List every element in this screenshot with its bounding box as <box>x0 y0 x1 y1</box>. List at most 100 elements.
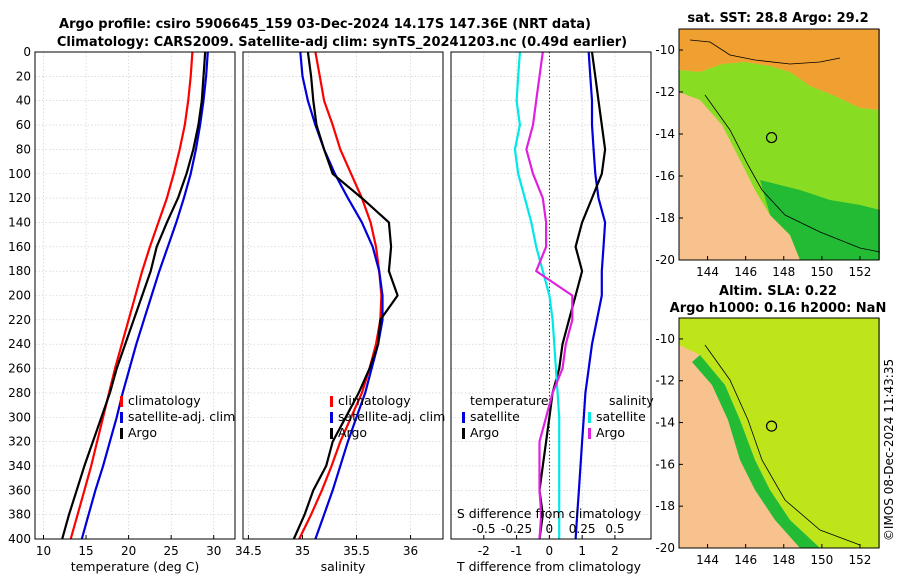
map-lat-tick-label: -10 <box>655 332 675 346</box>
x-tick-label: 0 <box>546 544 554 558</box>
map-lon-tick-label: 152 <box>848 265 871 279</box>
difference-legend-s-argo: Argo <box>596 425 625 440</box>
temperature-legend-swatch-climatology <box>120 396 123 407</box>
sla-map-profile-marker <box>765 420 778 432</box>
sla-map-coastal-band <box>692 355 820 548</box>
sst-map-panel: sat. SST: 28.8 Argo: 29.2 144 146 148 150 15… <box>655 11 881 279</box>
series-line-t-argo <box>538 51 607 540</box>
temperature-legend-swatch-argo <box>120 428 123 439</box>
difference-legend-swatch-s-argo <box>588 428 591 439</box>
sla-map-panel: Altim. SLA: 0.22 Argo h1000: 0.16 h2000:… <box>655 284 886 567</box>
map-lon-tick-label: 150 <box>810 265 833 279</box>
salinity-difference-tick-label: 0.5 <box>605 522 624 536</box>
x-tick-label: 20 <box>121 544 136 558</box>
depth-tick-label: 380 <box>8 508 31 522</box>
temperature-legend-argo: Argo <box>128 425 157 440</box>
map-lat-tick-label: -10 <box>655 43 675 57</box>
x-tick-label: 15 <box>78 544 93 558</box>
salinity-axes-frame <box>242 51 444 540</box>
map-lon-tick-label: 148 <box>772 265 795 279</box>
depth-tick-label: 120 <box>8 191 31 205</box>
map-lat-tick-label: -20 <box>655 541 675 555</box>
sla-map-image <box>679 318 880 548</box>
series-line-climatology <box>69 51 194 540</box>
depth-tick-label: 140 <box>8 215 31 229</box>
difference-tick-labels: -2 -1 0 1 2 <box>478 535 619 558</box>
temperature-grid <box>35 51 235 540</box>
temperature-axes-frame <box>34 51 236 540</box>
temperature-legend-satellite: satellite-adj. clim <box>128 409 235 424</box>
series-line-satellite-adj-clim <box>80 51 209 540</box>
map-lon-tick-label: 144 <box>696 553 719 567</box>
depth-tick-label: 160 <box>8 240 31 254</box>
difference-legend-temperature-title: temperature <box>470 393 549 408</box>
map-lon-tick-label: 146 <box>734 265 757 279</box>
depth-tick-label: 300 <box>8 410 31 424</box>
depth-tick-label: 320 <box>8 435 31 449</box>
salinity-legend-argo: Argo <box>338 425 367 440</box>
sla-map-tick-labels: 144 146 148 150 152 -10 -12 -14 -16 -18 -20 <box>655 332 871 567</box>
temperature-series-group <box>61 51 209 540</box>
x-tick-label: -2 <box>478 544 490 558</box>
salinity-tick-labels: 34.5 35 35.5 36 <box>235 535 418 558</box>
sst-map-image <box>679 29 881 260</box>
temperature-xlabel: temperature (deg C) <box>71 559 200 574</box>
x-tick-label: 30 <box>206 544 221 558</box>
x-tick-label: -1 <box>511 544 523 558</box>
depth-tick-labels: 0 20 40 60 80 100 120 140 160 180 200 220 240 260 280 3… <box>8 45 31 546</box>
sst-map-title: sat. SST: 28.8 Argo: 29.2 <box>687 11 868 26</box>
depth-tick-label: 180 <box>8 264 31 278</box>
x-tick-label: 35.5 <box>343 544 370 558</box>
map-lat-tick-label: -18 <box>655 211 675 225</box>
series-line-argo <box>292 51 399 540</box>
x-tick-label: 36 <box>403 544 418 558</box>
depth-tick-label: 400 <box>8 532 31 546</box>
salinity-difference-top-label: S difference from climatology <box>457 506 642 521</box>
imos-credit: ©IMOS 08-Dec-2024 11:43:35 <box>882 359 896 541</box>
salinity-difference-tick-label: -0.5 <box>472 522 495 536</box>
map-lon-tick-label: 152 <box>848 553 871 567</box>
map-lon-tick-label: 148 <box>772 553 795 567</box>
depth-tick-label: 280 <box>8 386 31 400</box>
sst-map-frame <box>678 28 880 261</box>
salinity-series-group <box>292 51 399 540</box>
map-lat-tick-label: -14 <box>655 127 675 141</box>
x-tick-label: 1 <box>578 544 586 558</box>
map-lon-tick-label: 150 <box>810 553 833 567</box>
map-lat-tick-label: -20 <box>655 253 675 267</box>
series-line-argo <box>61 51 207 540</box>
difference-legend-t-argo: Argo <box>470 425 499 440</box>
difference-legend-swatch-t-argo <box>462 428 465 439</box>
temperature-legend-climatology: climatology <box>128 393 201 408</box>
difference-grid <box>451 51 651 540</box>
depth-tick-label: 220 <box>8 313 31 327</box>
sst-map-warm-water <box>679 29 880 110</box>
series-line-t-satellite <box>574 51 607 540</box>
sla-map-contour-shelf <box>704 344 861 546</box>
difference-series-group <box>513 51 607 540</box>
x-tick-label: 2 <box>611 544 619 558</box>
salinity-legend-satellite: satellite-adj. clim <box>338 409 445 424</box>
salinity-difference-tick-label: -0.25 <box>501 522 532 536</box>
difference-legend-t-satellite: satellite <box>470 409 520 424</box>
difference-legend-swatch-s-satellite <box>588 412 591 423</box>
depth-tick-label: 260 <box>8 362 31 376</box>
difference-legend-s-satellite: satellite <box>596 409 646 424</box>
salinity-legend-swatch-climatology <box>330 396 333 407</box>
salinity-difference-tick-labels: -0.5 -0.25 0 0.25 0.5 <box>472 522 624 536</box>
sst-map-profile-marker <box>765 131 778 144</box>
x-tick-label: 10 <box>36 544 51 558</box>
temperature-tick-labels: 10 15 20 25 30 <box>36 535 221 558</box>
depth-tick-label: 100 <box>8 167 31 181</box>
salinity-grid <box>243 51 443 540</box>
map-lon-tick-label: 146 <box>734 553 757 567</box>
salinity-legend-swatch-satellite <box>330 412 333 423</box>
temperature-legend-swatch-satellite <box>120 412 123 423</box>
depth-tick-label: 340 <box>8 459 31 473</box>
salinity-panel: 34.5 35 35.5 36 salinity climatology satell… <box>235 51 445 574</box>
sla-map-title-line2: Argo h1000: 0.16 h2000: NaN <box>670 301 887 316</box>
difference-legend-swatch-t-satellite <box>462 412 465 423</box>
sst-map-contour-north <box>689 39 841 65</box>
salinity-legend: climatology satellite-adj. clim Argo <box>330 393 445 440</box>
